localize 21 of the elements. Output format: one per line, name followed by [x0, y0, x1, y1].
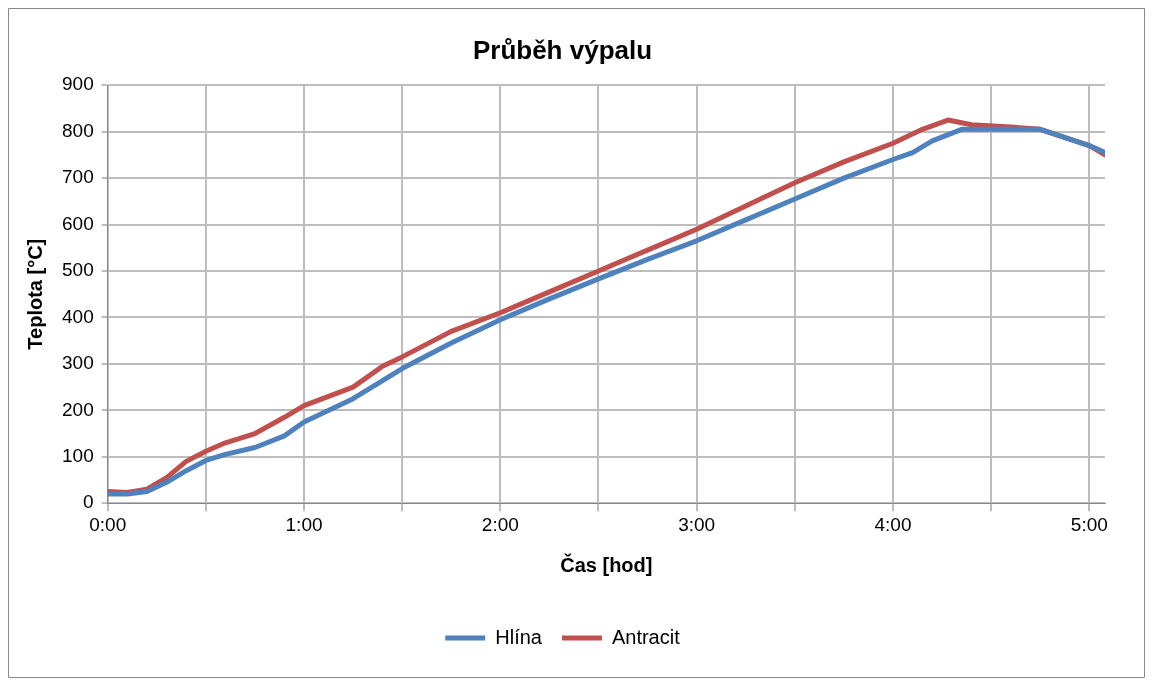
x-axis-title: Čas [hod]	[560, 552, 653, 576]
y-tick-label: 900	[62, 73, 94, 95]
x-tick-label: 0:00	[89, 513, 127, 535]
x-tick-label: 2:00	[481, 513, 519, 535]
x-tick-label: 3:00	[678, 513, 716, 535]
y-tick-label: 800	[62, 119, 94, 141]
legend-label: Hlína	[495, 625, 543, 648]
y-tick-label: 300	[62, 352, 94, 374]
legend-label: Antracit	[611, 625, 681, 648]
x-tick-label: 5:00	[1070, 513, 1108, 535]
y-tick-label: 200	[62, 398, 94, 420]
y-tick-label: 400	[62, 305, 94, 327]
x-tick-label: 1:00	[285, 513, 323, 535]
y-tick-label: 600	[62, 212, 94, 234]
y-tick-label: 0	[83, 491, 94, 513]
y-tick-label: 100	[62, 444, 94, 466]
chart-title: Průběh výpalu	[472, 34, 653, 65]
y-axis-title: Teplota [°C]	[23, 238, 46, 350]
y-tick-label: 700	[62, 166, 94, 188]
y-tick-label: 500	[62, 259, 94, 281]
x-tick-label: 4:00	[874, 513, 912, 535]
